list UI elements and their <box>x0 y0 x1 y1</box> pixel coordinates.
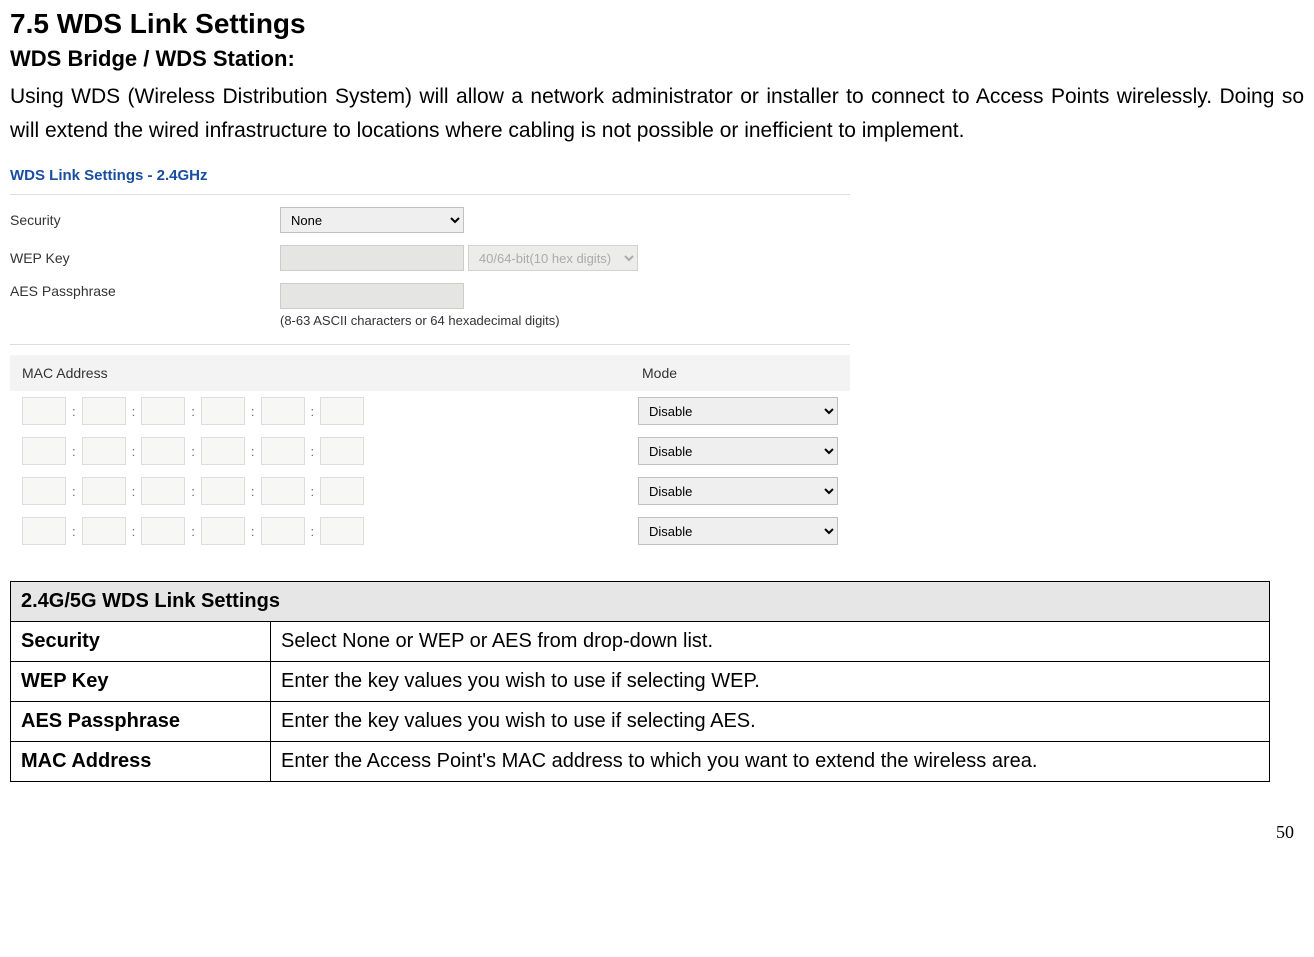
mac-header-mac: MAC Address <box>22 365 642 381</box>
mac-octet-input[interactable] <box>82 517 126 545</box>
mac-octet-input[interactable] <box>201 437 245 465</box>
ref-value: Enter the Access Point's MAC address to … <box>271 742 1270 782</box>
mac-colon: : <box>130 524 138 539</box>
aes-input[interactable] <box>280 283 464 309</box>
mac-octet-input[interactable] <box>320 397 364 425</box>
mac-colon: : <box>249 404 257 419</box>
mac-colon: : <box>249 444 257 459</box>
mac-octet-input[interactable] <box>261 397 305 425</box>
mac-row: :::::Disable <box>10 471 850 511</box>
wepkey-bits-select[interactable]: 40/64-bit(10 hex digits) <box>468 245 638 271</box>
section-subtitle: WDS Bridge / WDS Station: <box>10 46 1304 72</box>
mac-octet-input[interactable] <box>22 437 66 465</box>
mac-octet-input[interactable] <box>141 517 185 545</box>
mode-select-wrap: Disable <box>638 437 838 465</box>
mode-select[interactable]: Disable <box>638 477 838 505</box>
mac-octet-input[interactable] <box>82 397 126 425</box>
ref-value: Enter the key values you wish to use if … <box>271 662 1270 702</box>
mode-select[interactable]: Disable <box>638 397 838 425</box>
mac-octet-input[interactable] <box>261 437 305 465</box>
mac-octet-input[interactable] <box>22 477 66 505</box>
mac-rows: :::::Disable:::::Disable:::::Disable::::… <box>10 391 850 551</box>
mac-row: :::::Disable <box>10 431 850 471</box>
aes-row: AES Passphrase (8-63 ASCII characters or… <box>10 277 850 334</box>
mac-colon: : <box>189 444 197 459</box>
mac-inputs: ::::: <box>22 437 638 465</box>
mac-octet-input[interactable] <box>82 437 126 465</box>
ref-key: MAC Address <box>11 742 271 782</box>
table-row: AES PassphraseEnter the key values you w… <box>11 702 1270 742</box>
mac-octet-input[interactable] <box>201 397 245 425</box>
mac-octet-input[interactable] <box>261 477 305 505</box>
mac-octet-input[interactable] <box>320 437 364 465</box>
aes-label: AES Passphrase <box>10 283 280 299</box>
mac-colon: : <box>70 524 78 539</box>
mac-row: :::::Disable <box>10 511 850 551</box>
mac-colon: : <box>189 484 197 499</box>
separator <box>10 344 850 345</box>
ref-key: Security <box>11 622 271 662</box>
table-row: SecuritySelect None or WEP or AES from d… <box>11 622 1270 662</box>
mac-colon: : <box>70 444 78 459</box>
table-row: MAC AddressEnter the Access Point's MAC … <box>11 742 1270 782</box>
mac-colon: : <box>249 484 257 499</box>
mac-colon: : <box>130 444 138 459</box>
page-number: 50 <box>10 802 1304 853</box>
mac-colon: : <box>189 524 197 539</box>
reference-table: 2.4G/5G WDS Link Settings SecuritySelect… <box>10 581 1270 782</box>
mac-octet-input[interactable] <box>320 517 364 545</box>
wepkey-row: WEP Key 40/64-bit(10 hex digits) <box>10 239 850 277</box>
mac-octet-input[interactable] <box>141 397 185 425</box>
mac-row: :::::Disable <box>10 391 850 431</box>
wepkey-input[interactable] <box>280 245 464 271</box>
mac-octet-input[interactable] <box>201 517 245 545</box>
security-row: Security None <box>10 201 850 239</box>
panel-title: WDS Link Settings - 2.4GHz <box>10 167 850 184</box>
mac-octet-input[interactable] <box>141 437 185 465</box>
mac-header-mode: Mode <box>642 365 838 381</box>
mac-octet-input[interactable] <box>261 517 305 545</box>
mac-colon: : <box>309 404 317 419</box>
ref-key: AES Passphrase <box>11 702 271 742</box>
section-title: 7.5 WDS Link Settings <box>10 8 1304 40</box>
mac-octet-input[interactable] <box>201 477 245 505</box>
mac-colon: : <box>309 524 317 539</box>
mac-octet-input[interactable] <box>22 397 66 425</box>
ref-value: Select None or WEP or AES from drop-down… <box>271 622 1270 662</box>
table-row: WEP KeyEnter the key values you wish to … <box>11 662 1270 702</box>
mac-inputs: ::::: <box>22 477 638 505</box>
ref-table-title: 2.4G/5G WDS Link Settings <box>11 582 1270 622</box>
ref-key: WEP Key <box>11 662 271 702</box>
mac-inputs: ::::: <box>22 517 638 545</box>
wepkey-label: WEP Key <box>10 250 280 266</box>
security-label: Security <box>10 212 280 228</box>
mac-octet-input[interactable] <box>82 477 126 505</box>
mac-colon: : <box>309 444 317 459</box>
mac-octet-input[interactable] <box>141 477 185 505</box>
mac-table-header: MAC Address Mode <box>10 355 850 391</box>
mode-select-wrap: Disable <box>638 517 838 545</box>
mac-colon: : <box>130 484 138 499</box>
aes-hint: (8-63 ASCII characters or 64 hexadecimal… <box>280 313 560 328</box>
mac-colon: : <box>130 404 138 419</box>
section-body: Using WDS (Wireless Distribution System)… <box>10 80 1304 147</box>
mode-select-wrap: Disable <box>638 397 838 425</box>
mac-colon: : <box>189 404 197 419</box>
mac-colon: : <box>309 484 317 499</box>
separator <box>10 194 850 195</box>
mode-select-wrap: Disable <box>638 477 838 505</box>
ref-value: Enter the key values you wish to use if … <box>271 702 1270 742</box>
mac-colon: : <box>249 524 257 539</box>
wds-panel: WDS Link Settings - 2.4GHz Security None… <box>10 167 850 551</box>
mac-inputs: ::::: <box>22 397 638 425</box>
mac-octet-input[interactable] <box>320 477 364 505</box>
mac-colon: : <box>70 484 78 499</box>
mac-colon: : <box>70 404 78 419</box>
mac-octet-input[interactable] <box>22 517 66 545</box>
security-select[interactable]: None <box>280 207 464 233</box>
mode-select[interactable]: Disable <box>638 437 838 465</box>
mode-select[interactable]: Disable <box>638 517 838 545</box>
